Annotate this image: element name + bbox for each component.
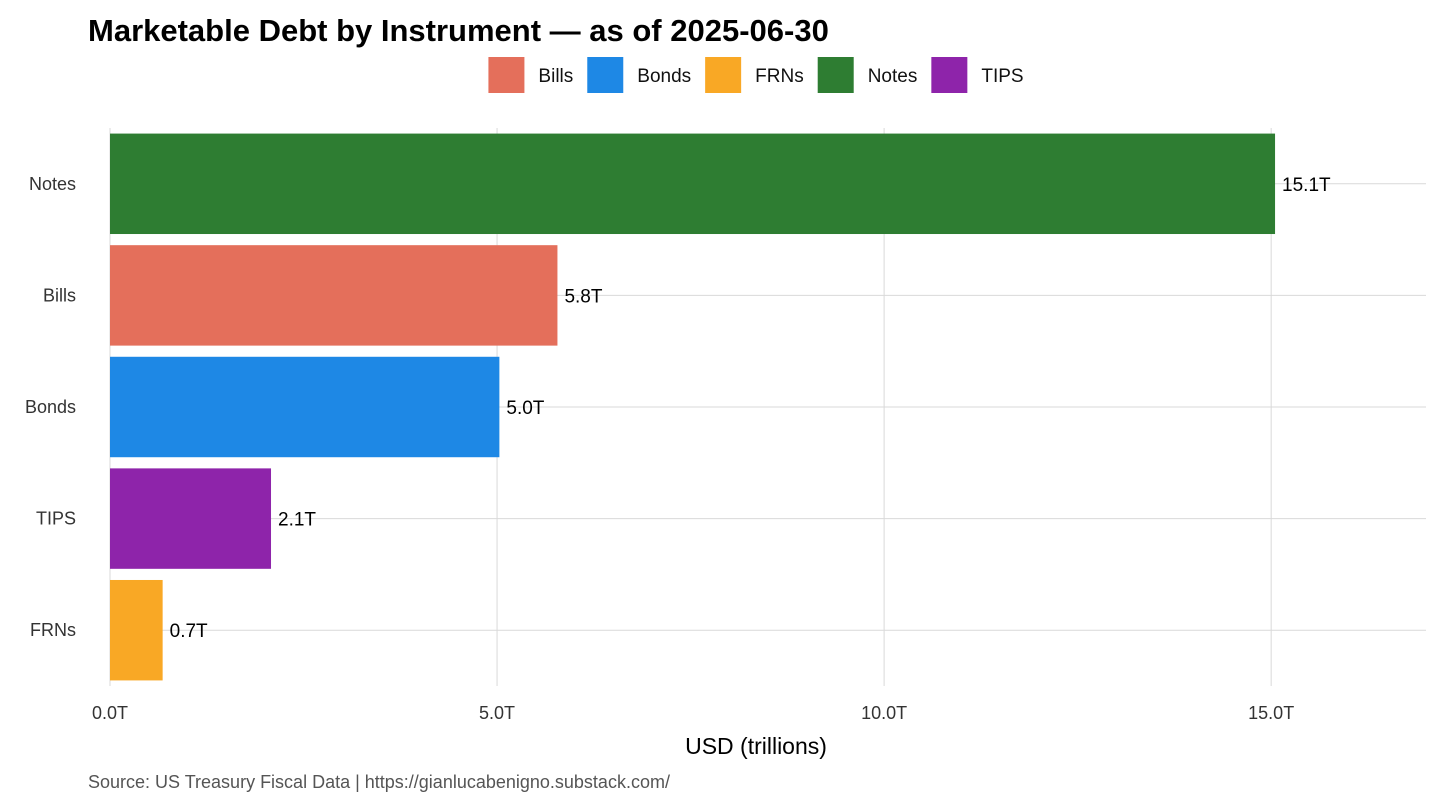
bar-tips bbox=[110, 468, 272, 569]
x-tick-label: 0.0T bbox=[92, 703, 128, 723]
bar-bonds bbox=[110, 356, 500, 458]
data-labels: 15.1T 5.8T 5.0T 2.1T 0.7T bbox=[170, 175, 1331, 642]
legend-label: TIPS bbox=[981, 66, 1023, 87]
legend-swatch-bonds bbox=[587, 57, 624, 93]
data-label: 2.1T bbox=[278, 510, 316, 531]
category-label: Bills bbox=[43, 285, 76, 305]
legend-swatch-bills bbox=[488, 57, 525, 93]
data-label: 5.8T bbox=[564, 286, 602, 307]
x-axis-title: USD (trillions) bbox=[685, 733, 827, 759]
category-labels: Notes Bills Bonds TIPS FRNs bbox=[25, 174, 76, 640]
category-label: FRNs bbox=[30, 620, 76, 640]
bar-frns bbox=[110, 579, 163, 681]
legend-swatch-frns bbox=[705, 57, 742, 93]
data-label: 15.1T bbox=[1282, 175, 1331, 196]
x-tick-label: 15.0T bbox=[1248, 703, 1294, 723]
legend-label: Notes bbox=[868, 66, 918, 87]
chart-title: Marketable Debt by Instrument — as of 20… bbox=[88, 13, 829, 48]
x-tick-label: 10.0T bbox=[861, 703, 907, 723]
category-label: TIPS bbox=[36, 509, 76, 529]
legend-swatch-notes bbox=[817, 57, 854, 93]
category-label: Notes bbox=[29, 174, 76, 194]
legend-label: Bonds bbox=[637, 66, 691, 87]
bar-notes bbox=[110, 133, 1276, 235]
legend: Bills Bonds FRNs Notes TIPS bbox=[488, 57, 1024, 93]
data-label: 5.0T bbox=[506, 398, 544, 419]
legend-label: Bills bbox=[538, 66, 573, 87]
legend-swatch-tips bbox=[931, 57, 968, 93]
data-label: 0.7T bbox=[170, 621, 208, 642]
bars bbox=[110, 133, 1276, 681]
x-tick-label: 5.0T bbox=[479, 703, 515, 723]
bar-bills bbox=[110, 245, 558, 346]
legend-label: FRNs bbox=[755, 66, 804, 87]
source-caption: Source: US Treasury Fiscal Data | https:… bbox=[88, 772, 670, 792]
category-label: Bonds bbox=[25, 397, 76, 417]
x-axis-ticks: 0.0T 5.0T 10.0T 15.0T bbox=[92, 703, 1294, 723]
